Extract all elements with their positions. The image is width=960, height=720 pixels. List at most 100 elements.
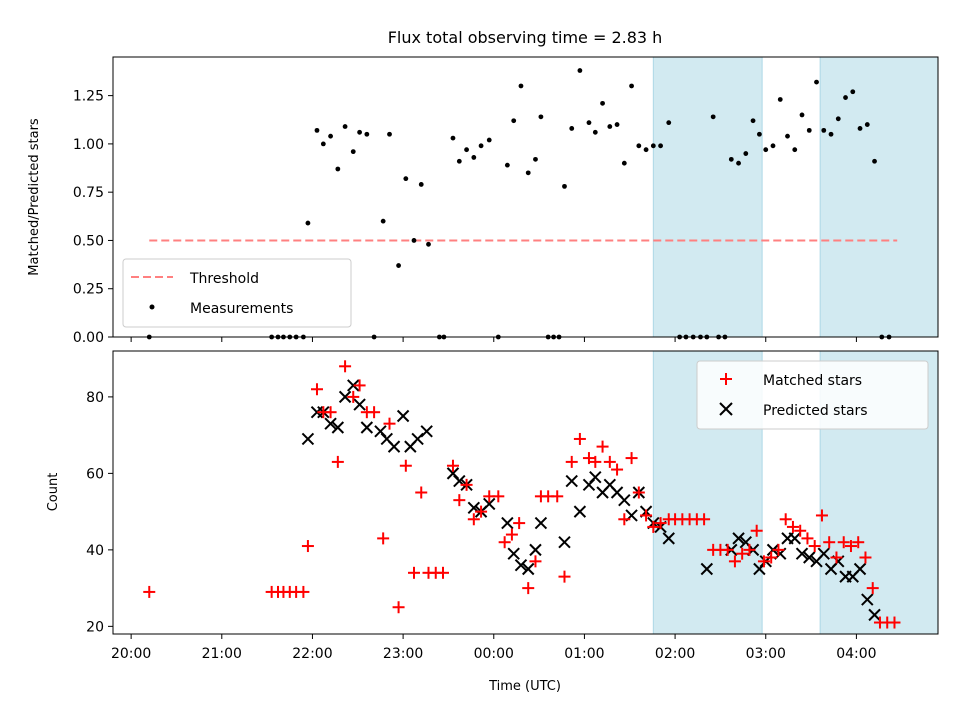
matched-star-point xyxy=(368,406,381,419)
matched-star-point xyxy=(786,520,799,533)
measurement-point xyxy=(821,127,827,133)
x-tick-label: 02:00 xyxy=(655,646,695,662)
predicted-star-point xyxy=(338,390,352,404)
measurement-point xyxy=(569,126,575,131)
matched-star-point xyxy=(801,532,814,545)
bottom-panel: 20 40 60 80 20:00 21:00 22:00 23:00 00:00 01:00 0… xyxy=(46,350,939,694)
predicted-star-point xyxy=(803,551,816,564)
predicted-star-point xyxy=(483,497,496,511)
bottom-y-tick-label: 20 xyxy=(86,619,104,635)
matched-star-point xyxy=(437,566,449,579)
matched-star-point xyxy=(505,528,518,541)
predicted-star-point xyxy=(589,470,602,484)
bottom-y-axis-ticks: 20 40 60 80 xyxy=(86,390,113,635)
matched-star-point xyxy=(852,536,865,549)
measurement-point xyxy=(614,122,620,127)
measurement-point xyxy=(357,129,362,135)
matched-star-point xyxy=(551,490,564,503)
matched-star-point xyxy=(573,432,586,445)
measurement-point xyxy=(736,160,741,166)
measurement-point xyxy=(518,83,524,89)
bottom-y-tick-label: 60 xyxy=(86,466,104,482)
matched-star-point xyxy=(779,513,792,526)
measurement-point xyxy=(380,218,386,224)
measurement-point xyxy=(650,143,656,149)
measurement-point xyxy=(450,135,456,141)
bottom-plot-frame xyxy=(112,350,939,635)
predicted-star-point xyxy=(732,532,745,545)
matched-star-point xyxy=(859,551,872,564)
matched-star-point xyxy=(837,536,850,549)
measurement-point xyxy=(314,127,320,133)
matched-star-point xyxy=(640,509,653,522)
measurement-point xyxy=(750,118,756,124)
measurement-point xyxy=(799,112,805,118)
measurement-point xyxy=(607,124,613,129)
matched-star-point xyxy=(750,524,763,537)
matched-star-point xyxy=(301,540,314,553)
x-tick-label: 20:00 xyxy=(111,646,151,662)
matched-star-point xyxy=(492,490,505,503)
predicted-star-point xyxy=(353,398,366,411)
matched-star-point xyxy=(721,543,734,556)
matched-star-point xyxy=(596,440,609,453)
predicted-star-point xyxy=(387,440,401,453)
measurement-point xyxy=(504,162,510,168)
matched-star-point xyxy=(522,582,535,595)
matched-star-point xyxy=(399,459,412,472)
matched-star-point xyxy=(728,555,741,568)
predicted-star-point xyxy=(396,409,410,423)
matched-star-point xyxy=(460,478,473,491)
measurement-point xyxy=(396,263,401,268)
predicted-star-point xyxy=(618,493,631,507)
measurement-point xyxy=(538,114,544,120)
matched-star-point xyxy=(765,551,778,564)
measurement-point xyxy=(835,116,841,122)
x-tick-label: 04:00 xyxy=(836,646,876,662)
measurement-point xyxy=(600,100,605,106)
measurement-point xyxy=(828,131,834,137)
top-y-tick-label: 0.25 xyxy=(73,282,104,298)
measurement-point xyxy=(305,220,311,226)
measurement-point xyxy=(710,114,716,120)
measurement-point xyxy=(478,143,484,149)
top-y-tick-label: 0.50 xyxy=(73,233,104,249)
matched-star-point xyxy=(582,452,595,465)
matched-star-point xyxy=(143,585,156,598)
matched-star-point xyxy=(467,513,480,526)
matched-star-point xyxy=(743,543,756,556)
predicted-star-point xyxy=(565,474,578,488)
measurement-point xyxy=(728,156,734,162)
matched-star-point xyxy=(475,505,488,518)
measurement-point xyxy=(464,147,469,153)
matched-star-point xyxy=(529,555,542,568)
matched-star-point xyxy=(603,455,616,468)
matched-star-point xyxy=(377,532,390,545)
predicted-star-point xyxy=(662,532,675,545)
x-tick-label: 00:00 xyxy=(474,646,514,662)
measurement-point xyxy=(486,137,492,143)
measurement-point xyxy=(586,120,592,126)
top-panel: 0.00 0.25 0.50 0.75 1.00 1.25 Flux total obse… xyxy=(27,28,939,346)
measurement-point xyxy=(411,238,417,243)
predicted-star-point xyxy=(411,432,424,446)
predicted-star-point xyxy=(558,536,571,549)
matched-star-point xyxy=(618,513,631,526)
measurement-point xyxy=(350,149,356,155)
measurement-point xyxy=(806,127,812,133)
top-legend-box xyxy=(122,258,352,328)
x-tick-label: 22:00 xyxy=(292,646,332,662)
top-y-axis-label: Matched/Predicted stars xyxy=(27,118,42,276)
measurement-point xyxy=(857,126,863,131)
x-tick-label: 21:00 xyxy=(202,646,242,662)
top-y-tick-label: 1.25 xyxy=(73,89,104,105)
matched-star-point xyxy=(498,536,511,549)
matched-star-point xyxy=(324,406,337,419)
top-plot-frame xyxy=(112,56,939,338)
predicted-star-point xyxy=(347,379,360,392)
measurement-point xyxy=(757,131,762,137)
top-y-tick-label: 1.00 xyxy=(73,137,104,153)
bottom-legend-box xyxy=(696,360,929,430)
x-tick-label: 01:00 xyxy=(564,646,604,662)
predicted-star-point xyxy=(529,543,542,557)
